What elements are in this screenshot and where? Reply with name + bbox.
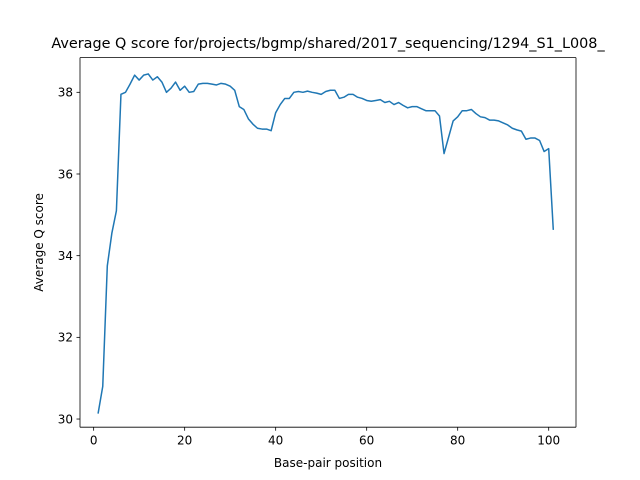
y-tick-label: 30 bbox=[58, 412, 73, 426]
x-tick-label: 100 bbox=[537, 434, 560, 448]
y-tick-label: 32 bbox=[58, 331, 73, 345]
chart-title: Average Q score for/projects/bgmp/shared… bbox=[51, 36, 605, 52]
plot-frame bbox=[79, 57, 577, 428]
series-layer bbox=[97, 73, 555, 414]
x-axis-label: Base-pair position bbox=[274, 456, 382, 470]
plot-area bbox=[80, 57, 576, 428]
y-tick-label: 38 bbox=[58, 86, 73, 100]
x-tick-label: 20 bbox=[177, 434, 192, 448]
y-axis-label: Average Q score bbox=[32, 193, 46, 292]
series-line-0 bbox=[97, 73, 555, 414]
x-tick-label: 80 bbox=[450, 434, 465, 448]
x-tick-label: 60 bbox=[359, 434, 374, 448]
y-tick-label: 34 bbox=[58, 249, 73, 263]
x-axis: 0 20 40 60 80 100 bbox=[90, 427, 560, 448]
y-axis: 30 32 34 36 38 bbox=[58, 86, 80, 426]
x-tick-label: 40 bbox=[268, 434, 283, 448]
x-tick-label: 0 bbox=[90, 434, 98, 448]
y-tick-label: 36 bbox=[58, 167, 73, 181]
